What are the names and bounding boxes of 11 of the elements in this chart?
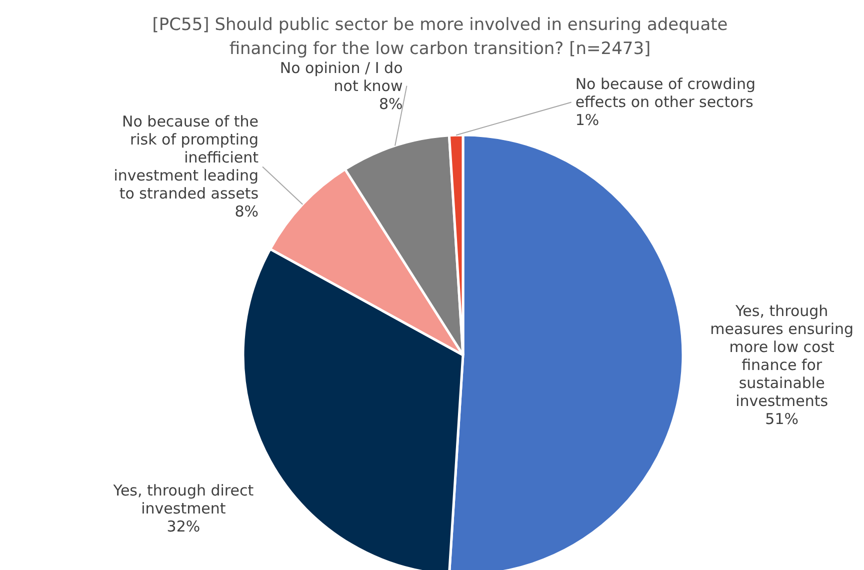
chart-title: [PC55] Should public sector be more involved in ensuring adequate financing for the low carbon transition? [n=2473] [152,15,728,59]
data-label: 8% [378,94,403,113]
slice-label: Yes, through direct investment [112,482,254,518]
data-label: 1% [575,111,600,130]
slice-label: No because of the risk of prompting inefficient investment leading to stranded assets [114,112,259,203]
slice-label: Yes, through measures ensuring more low cost finance for sustainable investments [710,302,854,410]
data-label: 51% [765,410,799,428]
slice-label: No because of crowding effects on other sectors [575,75,756,112]
data-label: 8% [234,202,259,221]
slice-label: No opinion / I do not know [280,58,403,95]
data-label: 32% [166,518,200,536]
